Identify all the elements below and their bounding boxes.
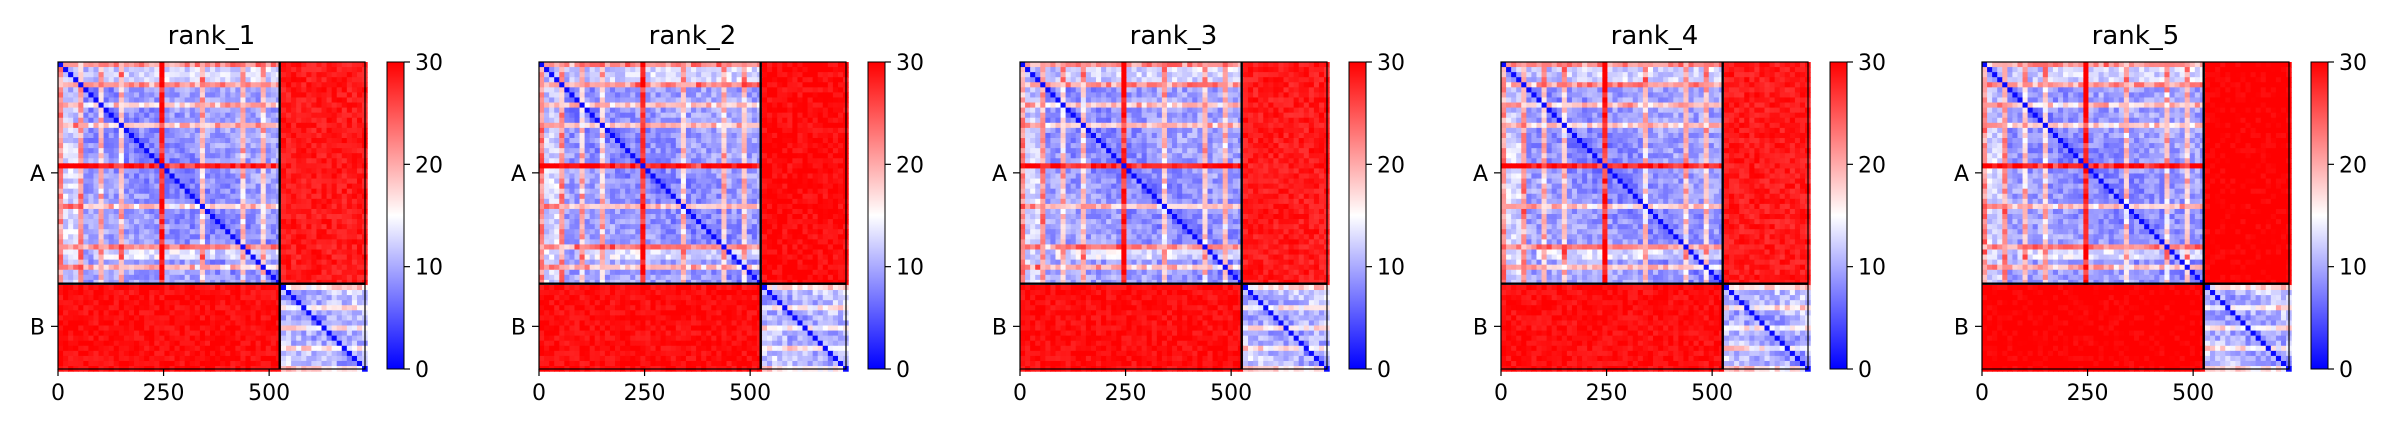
colorbar-tick-label: 20: [1858, 153, 1886, 178]
colorbar-tick-label: 10: [2339, 256, 2367, 281]
panel-title: rank_1: [168, 21, 256, 51]
colorbar-tick-label: 10: [1858, 256, 1886, 281]
colorbar-tick-label: 0: [896, 358, 910, 383]
x-tick-label: 500: [1210, 381, 1252, 406]
heatmap-cells: [1020, 62, 1330, 372]
colorbar-tick-label: 30: [415, 51, 443, 76]
x-tick-label: 250: [143, 381, 185, 406]
chain-label-B: B: [511, 315, 526, 340]
x-tick-label: 0: [51, 381, 65, 406]
heatmap-panel-4: rank_4 0 250 500 A B 0 10 20 30: [1473, 21, 1886, 406]
panel-title: rank_4: [1611, 21, 1699, 51]
x-tick-label: 0: [1975, 381, 1989, 406]
x-tick-label: 250: [1586, 381, 1628, 406]
panel-title: rank_2: [649, 21, 737, 51]
chain-label-A: A: [1473, 162, 1488, 187]
heatmap-panel-1: rank_1 0 250 500 A B 0 10 20 30: [30, 21, 443, 406]
colorbar: [1349, 62, 1366, 369]
colorbar-tick-label: 0: [2339, 358, 2353, 383]
colorbar-tick-label: 0: [1377, 358, 1391, 383]
heatmap-panel-3: rank_3 0 250 500 A B 0 10 20 30: [992, 21, 1405, 406]
colorbar-tick-label: 30: [896, 51, 924, 76]
x-tick-label: 0: [1494, 381, 1508, 406]
heatmap-cells: [58, 62, 368, 372]
x-tick-label: 500: [248, 381, 290, 406]
colorbar-tick-label: 20: [2339, 153, 2367, 178]
colorbar-tick-label: 20: [1377, 153, 1405, 178]
colorbar-tick-label: 30: [2339, 51, 2367, 76]
x-tick-label: 0: [532, 381, 546, 406]
x-tick-label: 500: [729, 381, 771, 406]
heatmap-panel-2: rank_2 0 250 500 A B 0 10 20 30: [511, 21, 924, 406]
x-tick-label: 500: [1691, 381, 1733, 406]
colorbar: [387, 62, 404, 369]
colorbar-tick-label: 10: [896, 256, 924, 281]
heatmap-cells: [1501, 62, 1811, 372]
chain-label-B: B: [1473, 315, 1488, 340]
chain-label-B: B: [30, 315, 45, 340]
chain-label-B: B: [992, 315, 1007, 340]
x-tick-label: 0: [1013, 381, 1027, 406]
colorbar: [2311, 62, 2328, 369]
panel-title: rank_3: [1130, 21, 1218, 51]
heatmap-cells: [539, 62, 849, 372]
chain-label-B: B: [1954, 315, 1969, 340]
panel-title: rank_5: [2092, 21, 2180, 51]
colorbar-tick-label: 20: [415, 153, 443, 178]
x-tick-label: 250: [2067, 381, 2109, 406]
chain-label-A: A: [992, 162, 1007, 187]
x-tick-label: 250: [624, 381, 666, 406]
x-tick-label: 500: [2172, 381, 2214, 406]
heatmap-cells: [1982, 62, 2292, 372]
colorbar-tick-label: 0: [1858, 358, 1872, 383]
colorbar-tick-label: 10: [415, 256, 443, 281]
chain-label-A: A: [30, 162, 45, 187]
colorbar-tick-label: 20: [896, 153, 924, 178]
colorbar-tick-label: 0: [415, 358, 429, 383]
colorbar-tick-label: 30: [1377, 51, 1405, 76]
chain-label-A: A: [1954, 162, 1969, 187]
chain-label-A: A: [511, 162, 526, 187]
x-tick-label: 250: [1105, 381, 1147, 406]
heatmap-panel-5: rank_5 0 250 500 A B 0 10 20 30: [1954, 21, 2367, 406]
colorbar-tick-label: 30: [1858, 51, 1886, 76]
colorbar: [868, 62, 885, 369]
colorbar: [1830, 62, 1847, 369]
colorbar-tick-label: 10: [1377, 256, 1405, 281]
